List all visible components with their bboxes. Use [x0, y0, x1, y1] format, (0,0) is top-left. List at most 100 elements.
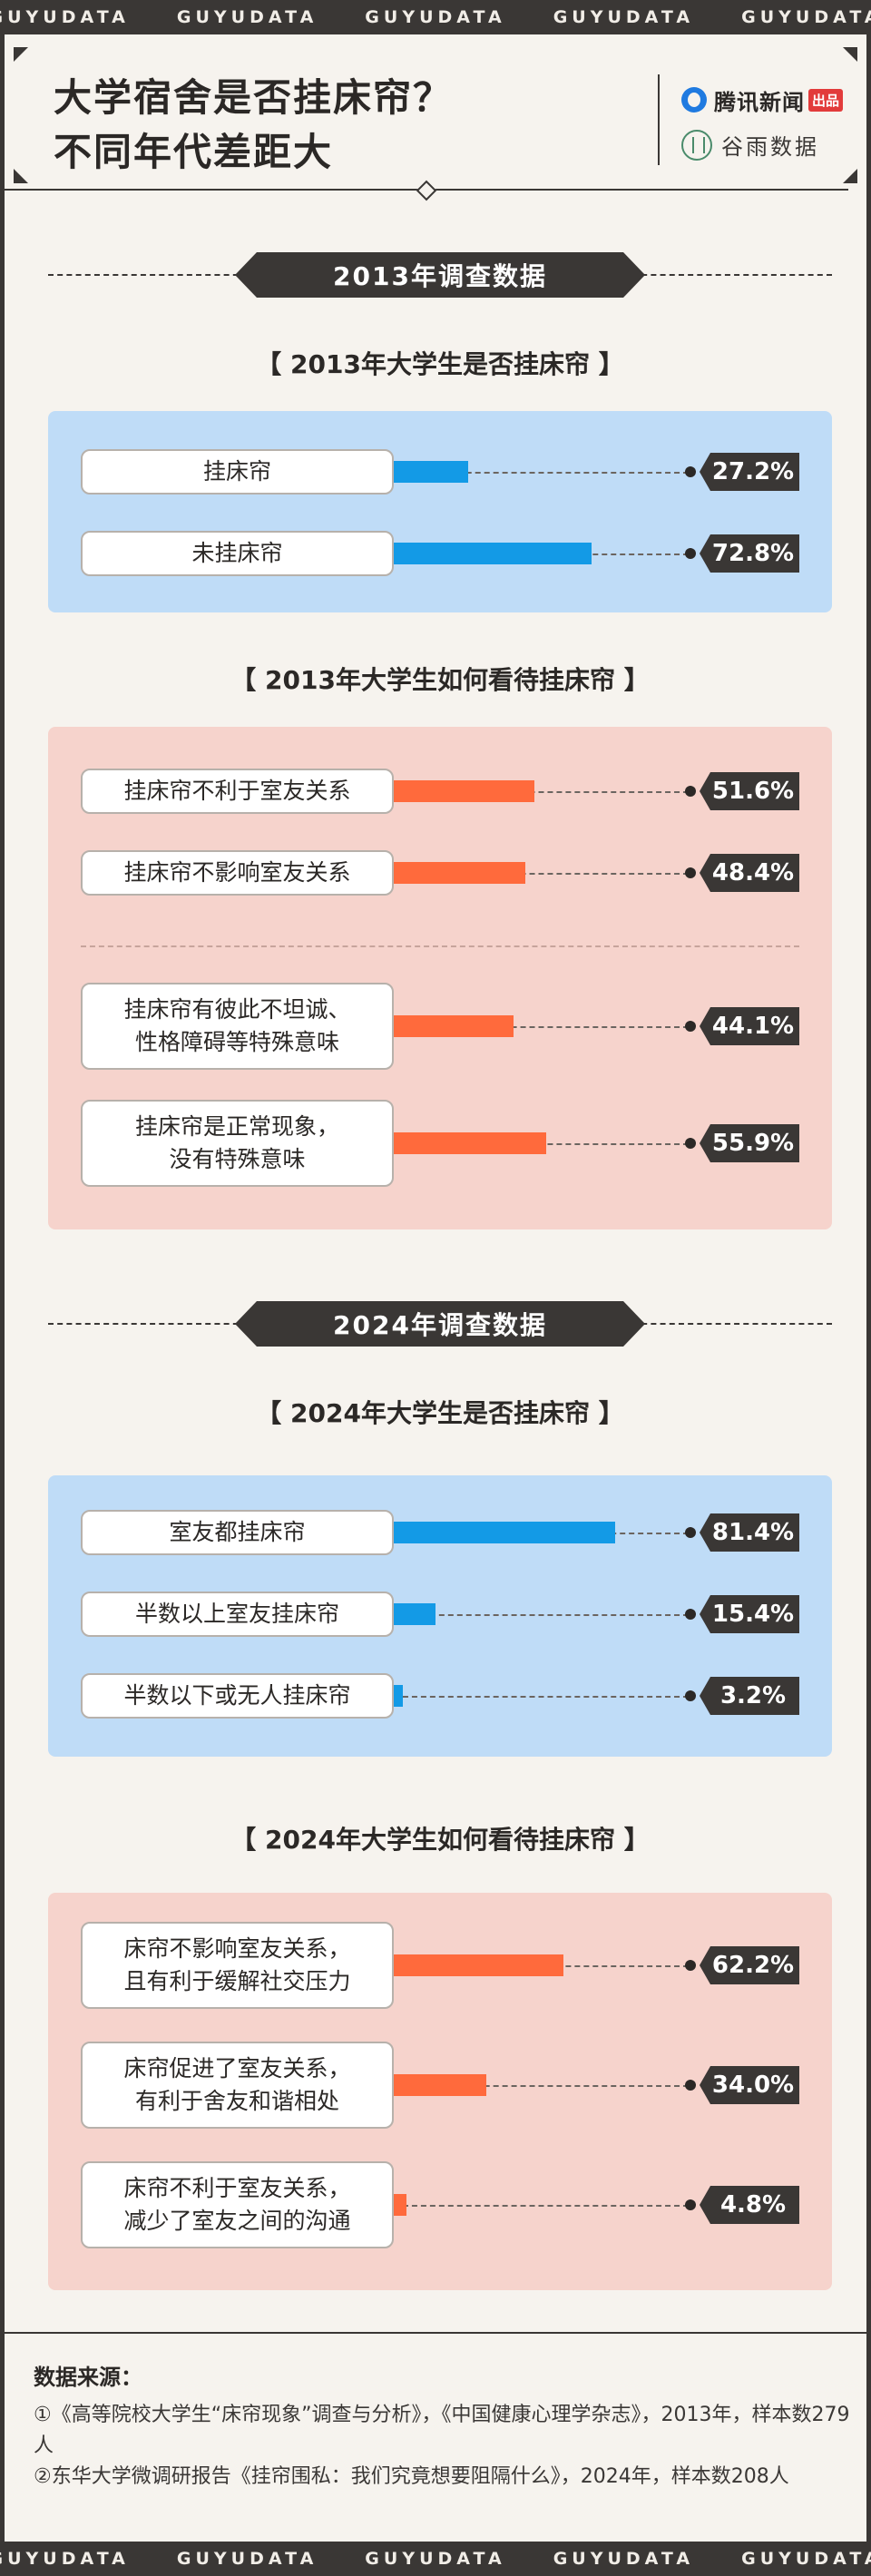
leader-dot [685, 1138, 696, 1149]
chart-title-2024-curtain: 【 2024年大学生是否挂床帘 】 [256, 1398, 624, 1428]
diamond-ornament [416, 180, 437, 201]
panel-divider [81, 945, 799, 947]
value-label: 4.8% [700, 2186, 799, 2224]
leader-line [394, 791, 689, 793]
category-label: 半数以下或无人挂床帘 [81, 1673, 394, 1719]
chart-row: 挂床帘不影响室友关系 48.4% [81, 850, 799, 896]
chart-row: 床帘不利于室友关系， 减少了室友之间的沟通 4.8% [81, 2161, 799, 2248]
bar [394, 1603, 436, 1625]
header: 大学宿舍是否挂床帘？ 不同年代差距大 腾讯新闻 出品 谷雨数据 [14, 47, 857, 183]
value-label: 48.4% [700, 854, 799, 892]
leader-dot [685, 1021, 696, 1032]
chart-row: 挂床帘有彼此不坦诚、 性格障碍等特殊意味 44.1% [81, 983, 799, 1070]
category-label: 挂床帘不影响室友关系 [81, 850, 394, 896]
corner-mark [14, 169, 28, 183]
infographic-canvas: 大学宿舍是否挂床帘？ 不同年代差距大 腾讯新闻 出品 谷雨数据 2013年调查数… [0, 34, 871, 2542]
dashed-rule [48, 1323, 248, 1325]
value-label: 27.2% [700, 453, 799, 491]
value-label: 44.1% [700, 1007, 799, 1045]
ribbon-text: GUYUDATA [741, 2549, 871, 2569]
leader-dot [685, 466, 696, 477]
page-title-line-1: 大学宿舍是否挂床帘？ [54, 75, 454, 120]
value-label: 81.4% [700, 1513, 799, 1552]
section-title-2024: 2024年调查数据 [235, 1301, 645, 1347]
leader-dot [685, 867, 696, 878]
value-label: 55.9% [700, 1124, 799, 1162]
ribbon-text: GUYUDATA [176, 7, 318, 27]
bar [394, 1132, 546, 1154]
produced-badge: 出品 [808, 88, 844, 112]
category-label: 室友都挂床帘 [81, 1510, 394, 1555]
dashed-rule [632, 274, 832, 276]
leader-line [394, 1614, 689, 1616]
ribbon-text: GUYUDATA [553, 7, 695, 27]
chart-row: 床帘促进了室友关系， 有利于舍友和谐相处 34.0% [81, 2042, 799, 2129]
category-label: 挂床帘 [81, 449, 394, 495]
chart-row: 挂床帘是正常现象， 没有特殊意味 55.9% [81, 1100, 799, 1187]
page-title-line-2: 不同年代差距大 [54, 130, 334, 174]
category-label: 床帘不利于室友关系， 减少了室友之间的沟通 [81, 2161, 394, 2248]
leader-line [394, 2085, 689, 2087]
dashed-rule [632, 1323, 832, 1325]
value-label: 62.2% [700, 1946, 799, 1984]
leader-dot [685, 1690, 696, 1701]
leader-line [394, 2205, 689, 2207]
guyu-data-logo: 谷雨数据 [681, 129, 819, 161]
guyu-data-brand: 谷雨数据 [721, 134, 819, 160]
sources-title: 数据来源： [34, 2365, 142, 2390]
chart-title-2013-attitude: 【 2013年大学生如何看待挂床帘 】 [230, 665, 650, 695]
bar [394, 1685, 403, 1707]
category-label: 挂床帘不利于室友关系 [81, 769, 394, 814]
ribbon-text: GUYUDATA [365, 2549, 506, 2569]
bar [394, 543, 592, 564]
section-title-2013: 2013年调查数据 [235, 252, 645, 298]
penguin-icon [681, 87, 707, 113]
bottom-ribbon: GUYUDATA GUYUDATA GUYUDATA GUYUDATA GUYUDATA [0, 2542, 871, 2576]
value-label: 72.8% [700, 534, 799, 573]
ribbon-text: GUYUDATA [365, 7, 506, 27]
top-ribbon: GUYUDATA GUYUDATA GUYUDATA GUYUDATA GUYUDATA [0, 0, 871, 34]
tencent-news-logo: 腾讯新闻 出品 [681, 82, 844, 118]
dashed-rule [48, 274, 248, 276]
source-item-2: ②东华大学微调研报告《挂帘围私：我们究竟想要阻隔什么》，2024年，样本数208… [34, 2465, 789, 2489]
category-label: 挂床帘是正常现象， 没有特殊意味 [81, 1100, 394, 1187]
data-sources: 数据来源： ①《高等院校大学生“床帘现象”调查与分析》，《中国健康心理学杂志》，… [34, 2359, 850, 2493]
chart-row: 未挂床帘 72.8% [81, 531, 799, 576]
corner-mark [843, 169, 857, 183]
leader-dot [685, 1527, 696, 1538]
ribbon-text: GUYUDATA [0, 2549, 130, 2569]
category-label: 半数以上室友挂床帘 [81, 1592, 394, 1637]
guyu-seal-icon [681, 129, 712, 161]
ribbon-text: GUYUDATA [553, 2549, 695, 2569]
section-banner-2013: 2013年调查数据 [48, 252, 832, 298]
ribbon-text: GUYUDATA [176, 2549, 318, 2569]
chart-row: 室友都挂床帘 81.4% [81, 1510, 799, 1555]
chart-panel-2013-attitude: 挂床帘不利于室友关系 51.6% 挂床帘不影响室友关系 48.4% 挂床帘有彼此不坦诚、… [48, 727, 832, 1229]
category-label: 床帘促进了室友关系， 有利于舍友和谐相处 [81, 2042, 394, 2129]
bar [394, 2194, 407, 2216]
leader-line [394, 472, 689, 474]
header-divider [658, 74, 660, 165]
value-label: 34.0% [700, 2066, 799, 2104]
chart-panel-2013-curtain: 挂床帘 27.2% 未挂床帘 72.8% [48, 411, 832, 612]
bar [394, 1954, 563, 1976]
source-item-1: ①《高等院校大学生“床帘现象”调查与分析》，《中国健康心理学杂志》，2013年，… [34, 2404, 850, 2458]
ribbon-text: GUYUDATA [741, 7, 871, 27]
leader-dot [685, 1609, 696, 1620]
leader-dot [685, 548, 696, 559]
section-banner-2024: 2024年调查数据 [48, 1301, 832, 1347]
category-label: 床帘不影响室友关系， 且有利于缓解社交压力 [81, 1922, 394, 2009]
sources-rule [5, 2332, 866, 2334]
bar [394, 1522, 616, 1543]
value-label: 3.2% [700, 1677, 799, 1715]
chart-panel-2024-attitude: 床帘不影响室友关系， 且有利于缓解社交压力 62.2% 床帘促进了室友关系， 有利于舍友… [48, 1893, 832, 2290]
leader-dot [685, 2199, 696, 2210]
leader-dot [685, 2080, 696, 2091]
bar [394, 862, 526, 884]
chart-row: 床帘不影响室友关系， 且有利于缓解社交压力 62.2% [81, 1922, 799, 2009]
category-label: 未挂床帘 [81, 531, 394, 576]
category-label: 挂床帘有彼此不坦诚、 性格障碍等特殊意味 [81, 983, 394, 1070]
leader-dot [685, 1960, 696, 1971]
bar [394, 1015, 514, 1037]
chart-row: 挂床帘不利于室友关系 51.6% [81, 769, 799, 814]
